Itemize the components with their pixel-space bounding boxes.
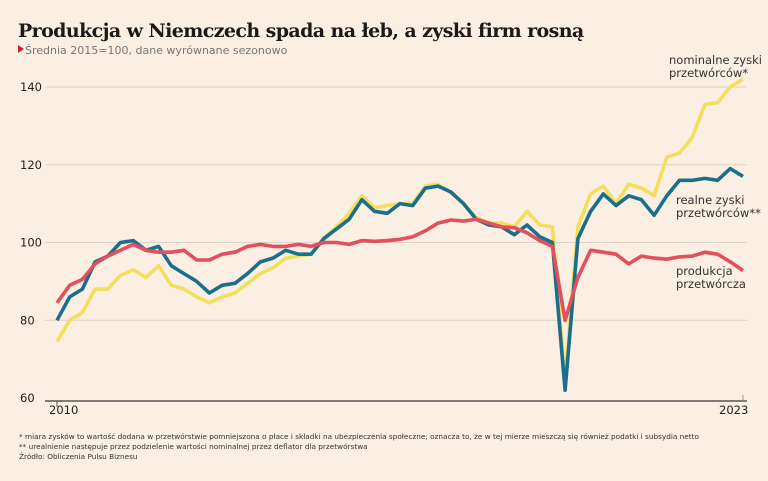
y-tick-label-80: 80 bbox=[20, 313, 35, 327]
series-label-real-profits-line-2: przetwórców** bbox=[676, 206, 761, 220]
series-label-nominal-profits-line-2: przetwórców* bbox=[669, 66, 748, 80]
series-label-production-line-2: przetwórcza bbox=[676, 277, 746, 291]
y-tick-label-100: 100 bbox=[20, 236, 42, 250]
y-tick-label-60: 60 bbox=[20, 391, 35, 405]
series-line-real-profits bbox=[55, 166, 744, 392]
series-label-nominal-profits-line-1: nominalne zyski bbox=[669, 53, 762, 67]
chart-title: Produkcja w Niemczech spada na łeb, a zy… bbox=[18, 20, 584, 42]
series-label-real-profits-line-1: realne zyski bbox=[676, 193, 745, 207]
y-tick-label-120: 120 bbox=[20, 158, 42, 172]
series-line-production bbox=[55, 217, 745, 323]
y-tick-label-140: 140 bbox=[20, 80, 42, 94]
footnote-2: ** urealnienie następuje przez podzielen… bbox=[19, 442, 368, 451]
red-triangle-marker-icon bbox=[18, 45, 24, 53]
chart-subtitle: Średnia 2015=100, dane wyrównane sezonow… bbox=[25, 44, 288, 57]
x-tick-label-2010: 2010 bbox=[49, 403, 78, 417]
series-label-production-line-1: produkcja bbox=[676, 264, 733, 278]
series-line-nominal-profits bbox=[55, 77, 744, 381]
source-note: Źródło: Obliczenia Pulsu Biznesu bbox=[19, 452, 138, 461]
x-tick-label-2023: 2023 bbox=[719, 403, 748, 417]
footnote-1: * miara zysków to wartość dodana w przet… bbox=[19, 432, 699, 441]
